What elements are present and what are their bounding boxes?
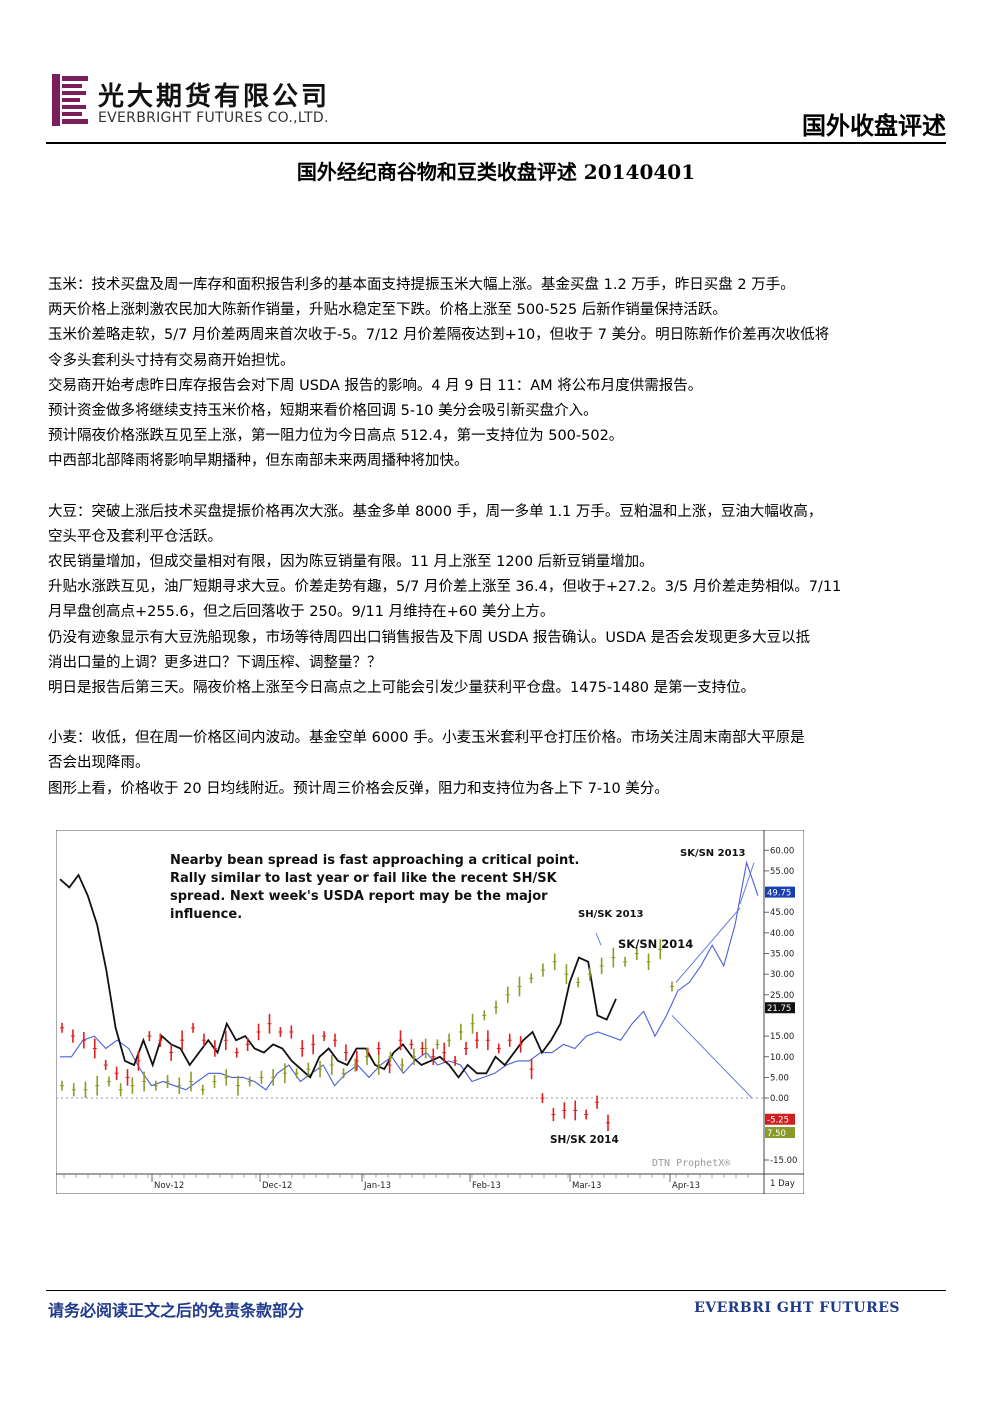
- x-tick-label: Jan-13: [363, 1181, 391, 1191]
- paragraph-line: 预计隔夜价格涨跌互见至上涨，第一阻力位为今日高点 512.4，第一支持位为 50…: [48, 428, 624, 445]
- paragraph-line: 否会出现降雨。: [48, 755, 150, 772]
- y-tick-label: 30.00: [770, 970, 794, 980]
- paragraph-line: 农民销量增加，但成交量相对有限，因为陈豆销量有限。11 月上涨至 1200 后新…: [48, 554, 654, 571]
- y-tick-label: 10.00: [770, 1053, 794, 1063]
- y-tick-label: 15.00: [770, 1032, 794, 1042]
- paragraph-line: 月早盘创高点+255.6，但之后回落收于 250。9/11 月维持在+60 美分…: [48, 604, 555, 621]
- paragraph-line: 中西部北部降雨将影响早期播种，但东南部未来两周播种将加快。: [48, 453, 469, 470]
- chart-watermark: DTN ProphetX®: [652, 1158, 731, 1169]
- value-badge: 49.75: [765, 886, 795, 899]
- y-tick-label: 0.00: [770, 1094, 789, 1104]
- commentary-body: 玉米：技术买盘及周一库存和面积报告利多的基本面支持提振玉米大幅上涨。基金买盘 1…: [48, 273, 948, 802]
- paragraph-line: 大豆：突破上涨后技术买盘提振价格再次大涨。基金多单 8000 手，周一多单 1.…: [48, 503, 823, 520]
- paragraph-line: 消出口量的上调？更多进口？下调压榨、调整量？？: [48, 654, 382, 671]
- series-label: SH/SK 2014: [550, 1134, 619, 1146]
- y-tick-label: 55.00: [770, 867, 794, 877]
- document-title: 国外经纪商谷物和豆类收盘评述 20140401: [296, 160, 696, 184]
- paragraph-line: 玉米：技术买盘及周一库存和面积报告利多的基本面支持提振玉米大幅上涨。基金买盘 1…: [48, 277, 795, 293]
- paragraph-line: 两天价格上涨刺激农民加大陈新作销量，升贴水稳定至下跌。价格上涨至 500-525…: [48, 302, 727, 319]
- series-line-shsk-2013: [59, 873, 617, 1079]
- paragraph-line: 令多头套利头寸持有交易商开始担忧。: [48, 352, 295, 369]
- x-tick-label: Mar-13: [572, 1181, 601, 1191]
- chart-annotation-line: influence.: [170, 907, 242, 922]
- paragraph-line: 升贴水涨跌互见，油厂短期寻求大豆。价差走势有趣，5/7 月价差上涨至 36.4，…: [48, 579, 842, 596]
- footer-brand: EVERBRI GHT FUTURES: [694, 1300, 900, 1316]
- series-line-sksn-2013: [60, 860, 759, 1091]
- brand-name-cn: 光大期货有限公司: [98, 82, 331, 112]
- value-badge-text: 7.50: [767, 1129, 786, 1139]
- value-badge-text: 21.75: [767, 1004, 791, 1014]
- spread-chart: 60.00 55.00 45.00 40.00 35.00 30.00 25.00 15.00…: [56, 830, 804, 1194]
- paragraph-gap: [48, 701, 948, 726]
- company-logo-icon: [52, 74, 88, 126]
- series-label: SH/SK 2013: [578, 909, 644, 920]
- value-badge-text: -5.25: [767, 1116, 789, 1126]
- y-tick-label: 40.00: [770, 929, 794, 939]
- paragraph-line: 预计资金做多将继续支持玉米价格，短期来看价格回调 5-10 美分会吸引新买盘介入…: [48, 403, 598, 420]
- value-badge: -5.25: [765, 1113, 795, 1126]
- paragraph-line: 明日是报告后第三天。隔夜价格上涨至今日高点之上可能会引发少量获利平仓盘。1475…: [48, 680, 756, 697]
- x-tick-label: Feb-13: [472, 1181, 501, 1191]
- y-tick-label: 25.00: [770, 991, 794, 1001]
- y-tick-label: 35.00: [770, 950, 794, 960]
- projection-arrow: [595, 932, 602, 946]
- projection-arrow: [739, 862, 755, 905]
- y-tick-label: -15.00: [770, 1156, 797, 1166]
- header-divider: [46, 142, 946, 144]
- chart-period-label: 1 Day: [770, 1179, 795, 1189]
- projection-arrow: [675, 907, 741, 983]
- paragraph-gap: [48, 475, 948, 500]
- paragraph-line: 仍没有迹象显示有大豆洗船现象，市场等待周四出口销售报告及下周 USDA 报告确认…: [48, 629, 811, 646]
- chart-annotation-line: spread. Next week's USDA report may be t…: [170, 889, 548, 904]
- series-label: SK/SN 2014: [618, 937, 693, 951]
- projection-arrow: [671, 1015, 753, 1099]
- chart-annotation-line: Nearby bean spread is fast approaching a…: [170, 853, 579, 868]
- series-bars-sksn-2014: [60, 939, 674, 1099]
- y-tick-label: 45.00: [770, 908, 794, 918]
- paragraph-line: 交易商开始考虑昨日库存报告会对下周 USDA 报告的影响。4 月 9 日 11：…: [48, 377, 703, 394]
- value-badge: 21.75: [765, 1002, 795, 1014]
- value-badge-text: 49.75: [767, 889, 791, 899]
- x-tick-label: Dec-12: [262, 1181, 292, 1191]
- paragraph-line: 玉米价差略走软，5/7 月价差两周来首次收于-5。7/12 月价差隔夜达到+10…: [48, 327, 830, 344]
- paragraph-line: 图形上看，价格收于 20 日均线附近。预计周三价格会反弹，阻力和支持位为各上下 …: [48, 780, 669, 797]
- series-bars-shsk-2014: [60, 1013, 610, 1132]
- brand-name-en: EVERBRIGHT FUTURES CO.,LTD.: [98, 110, 329, 126]
- x-tick-label: Nov-12: [154, 1181, 184, 1191]
- disclaimer-note: 请务必阅读正文之后的免责条款部分: [48, 1301, 305, 1320]
- y-tick-label: 5.00: [770, 1073, 789, 1083]
- x-tick-label: Apr-13: [672, 1181, 700, 1191]
- paragraph-line: 空头平仓及套利平仓活跃。: [48, 528, 222, 545]
- paragraph-line: 小麦：收低，但在周一价格区间内波动。基金空单 6000 手。小麦玉米套利平仓打压…: [48, 730, 805, 747]
- series-label: SK/SN 2013: [680, 848, 746, 859]
- chart-annotation-line: Rally similar to last year or fail like …: [170, 871, 558, 886]
- footer-divider: [46, 1290, 946, 1291]
- section-tag: 国外收盘评述: [802, 111, 946, 140]
- y-tick-label: 60.00: [770, 846, 794, 856]
- value-badge: 7.50: [765, 1127, 795, 1139]
